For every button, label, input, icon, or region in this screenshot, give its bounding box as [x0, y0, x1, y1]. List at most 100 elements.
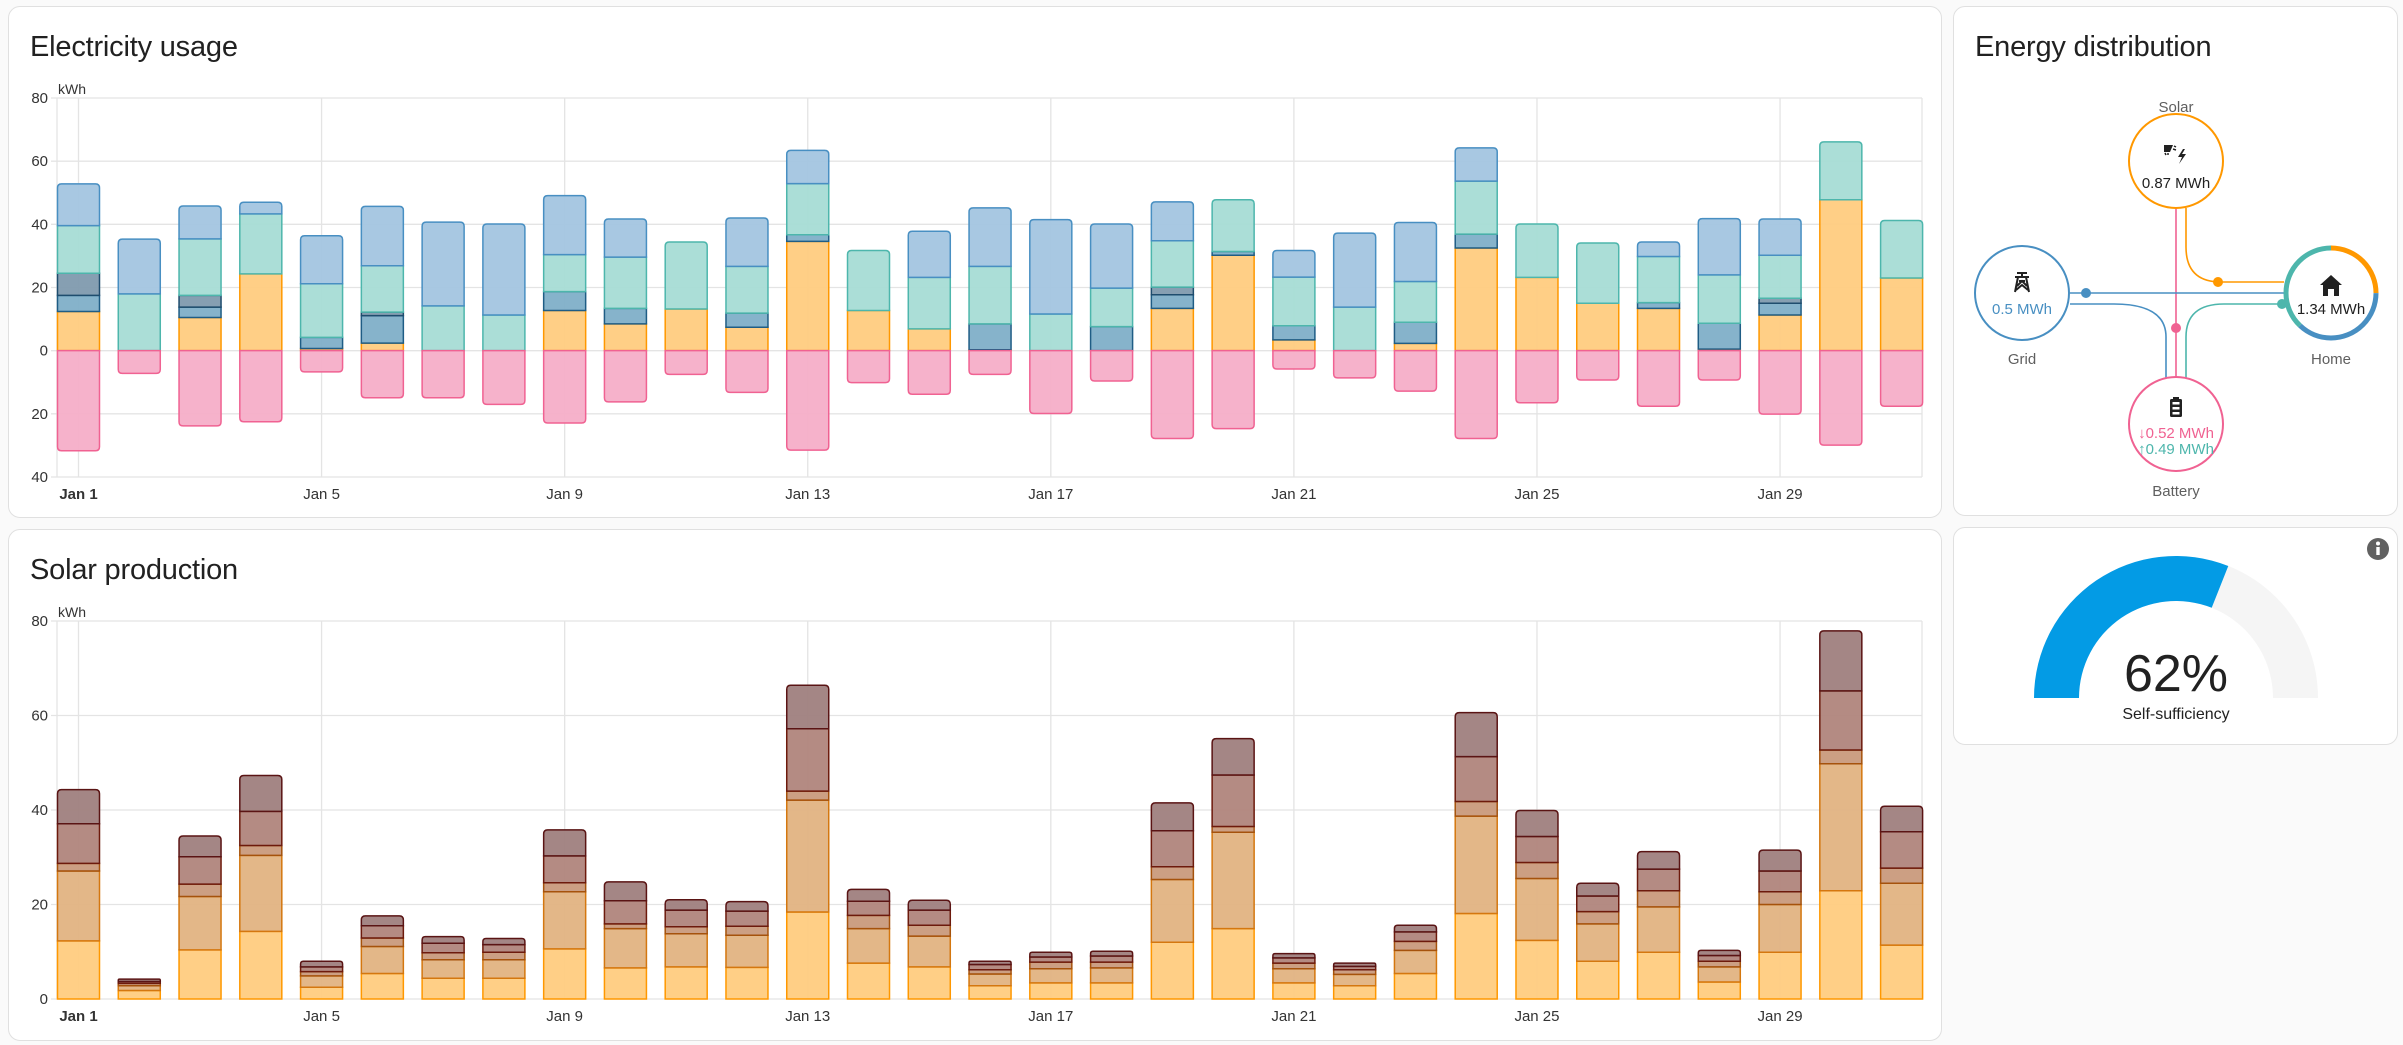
- bar-segment-solar[interactable]: [846, 309, 891, 352]
- bar-segment-charged-to-battery[interactable]: [1089, 349, 1134, 382]
- bar-segment-grid-tariff-2-[interactable]: [1636, 301, 1681, 310]
- bar-segment-grid-tariff-3-[interactable]: [178, 294, 222, 308]
- bar-segment-array-1[interactable]: [1758, 951, 1802, 1000]
- bar-segment-solar[interactable]: [239, 273, 283, 352]
- bar-group[interactable]: [482, 937, 526, 1000]
- bar-segment-battery[interactable]: [1029, 313, 1073, 352]
- bar-segment-array-2[interactable]: [846, 927, 891, 964]
- bar-group[interactable]: [1332, 962, 1377, 1000]
- bar-segment-array-2[interactable]: [968, 973, 1012, 987]
- bar-group[interactable]: [1393, 924, 1438, 1000]
- bar-segment-array-3[interactable]: [542, 882, 587, 893]
- bar-segment-array-4[interactable]: [907, 909, 952, 927]
- bar-segment-battery[interactable]: [1697, 274, 1742, 324]
- bar-segment-battery[interactable]: [603, 256, 648, 310]
- bar-segment-grid-tariff-2-[interactable]: [542, 290, 587, 312]
- bar-segment-charged-to-battery[interactable]: [56, 349, 101, 452]
- bar-segment-array-1[interactable]: [239, 930, 283, 1000]
- bar-segment-charged-to-battery[interactable]: [1758, 349, 1802, 415]
- bar-segment-array-1[interactable]: [907, 966, 952, 1000]
- bar-segment-array-2[interactable]: [1454, 815, 1498, 915]
- bar-segment-array-2[interactable]: [360, 945, 405, 975]
- bar-segment-solar[interactable]: [1515, 276, 1559, 352]
- bar-segment-array-3[interactable]: [1089, 961, 1134, 969]
- bar-segment-array-2[interactable]: [421, 959, 465, 979]
- bar-segment-array-3[interactable]: [1576, 910, 1620, 925]
- electricity-usage-chart[interactable]: kWh 80 60 40 20 0 20 40 Jan 1 Jan 5 Jan 9 Jan 13 Jan…: [9, 7, 1943, 519]
- bar-segment-charged-to-battery[interactable]: [664, 349, 708, 376]
- bar-segment-array-1[interactable]: [664, 966, 708, 1000]
- bar-segment-charged-to-battery[interactable]: [360, 349, 405, 399]
- bar-segment-battery[interactable]: [1758, 254, 1802, 299]
- bar-segment-array-3[interactable]: [1515, 861, 1559, 880]
- bar-group[interactable]: [1758, 849, 1802, 1000]
- bar-segment-charged-to-battery[interactable]: [1029, 349, 1073, 415]
- bar-group[interactable]: [725, 217, 769, 394]
- bar-group[interactable]: [1576, 242, 1620, 381]
- bar-segment-grid[interactable]: [56, 183, 101, 227]
- bar-segment-array-2[interactable]: [1029, 968, 1073, 984]
- bar-segment-array-1[interactable]: [56, 940, 101, 1000]
- bar-segment-solar[interactable]: [1150, 307, 1195, 352]
- bar-segment-grid-tariff-2-[interactable]: [299, 336, 344, 350]
- bar-segment-grid[interactable]: [299, 234, 344, 285]
- bar-segment-grid[interactable]: [482, 223, 526, 316]
- bar-segment-array-5[interactable]: [56, 788, 101, 825]
- bar-segment-array-4[interactable]: [1636, 868, 1681, 892]
- bar-segment-grid[interactable]: [1029, 218, 1073, 315]
- bar-segment-array-5[interactable]: [1515, 809, 1559, 838]
- bar-segment-grid[interactable]: [785, 149, 830, 185]
- bar-segment-array-1[interactable]: [1879, 944, 1924, 1000]
- bar-group[interactable]: [725, 900, 769, 1000]
- bar-segment-battery[interactable]: [178, 238, 222, 297]
- bar-group[interactable]: [846, 249, 891, 384]
- bar-segment-grid[interactable]: [117, 238, 162, 295]
- bar-group[interactable]: [421, 935, 465, 1000]
- bar-group[interactable]: [785, 684, 830, 1000]
- bar-segment-array-3[interactable]: [664, 925, 708, 935]
- bar-group[interactable]: [239, 201, 283, 423]
- bar-segment-array-2[interactable]: [1272, 968, 1316, 984]
- bar-segment-array-4[interactable]: [1879, 830, 1924, 869]
- bar-segment-array-5[interactable]: [360, 915, 405, 927]
- bar-segment-array-4[interactable]: [1393, 931, 1438, 943]
- bar-group[interactable]: [1150, 802, 1195, 1000]
- bar-segment-array-5[interactable]: [1029, 951, 1073, 958]
- bar-segment-solar[interactable]: [542, 309, 587, 352]
- solar-node[interactable]: Solar 0.87 MWh: [2128, 99, 2224, 209]
- bar-segment-array-2[interactable]: [239, 854, 283, 933]
- bar-segment-array-5[interactable]: [542, 829, 587, 857]
- bar-group[interactable]: [360, 915, 405, 1000]
- bar-segment-array-1[interactable]: [299, 986, 344, 1000]
- bar-segment-array-1[interactable]: [421, 977, 465, 1000]
- bar-segment-array-3[interactable]: [1697, 960, 1742, 968]
- bar-segment-array-5[interactable]: [239, 774, 283, 813]
- bar-segment-array-5[interactable]: [1393, 924, 1438, 933]
- bar-segment-array-4[interactable]: [1211, 774, 1255, 828]
- bar-segment-charged-to-battery[interactable]: [1515, 349, 1559, 404]
- bar-segment-charged-to-battery[interactable]: [1272, 349, 1316, 370]
- bar-segment-array-3[interactable]: [1272, 962, 1316, 970]
- bar-segment-array-4[interactable]: [603, 899, 648, 925]
- bar-segment-array-5[interactable]: [1332, 962, 1377, 968]
- bar-segment-battery[interactable]: [482, 314, 526, 352]
- bar-segment-battery[interactable]: [968, 265, 1012, 325]
- bar-segment-array-5[interactable]: [785, 684, 830, 730]
- bar-segment-array-1[interactable]: [542, 948, 587, 1000]
- bar-segment-array-2[interactable]: [482, 959, 526, 979]
- bar-segment-array-1[interactable]: [603, 967, 648, 1000]
- bar-segment-grid[interactable]: [907, 230, 952, 279]
- bar-segment-array-1[interactable]: [1697, 981, 1742, 1000]
- bar-group[interactable]: [1393, 221, 1438, 392]
- bar-segment-charged-to-battery[interactable]: [1576, 349, 1620, 381]
- bar-segment-array-2[interactable]: [1211, 831, 1255, 930]
- bar-segment-array-1[interactable]: [725, 966, 769, 1000]
- bar-group[interactable]: [1332, 232, 1377, 379]
- bar-segment-charged-to-battery[interactable]: [178, 349, 222, 427]
- bar-segment-charged-to-battery[interactable]: [1697, 349, 1742, 381]
- bar-segment-charged-to-battery[interactable]: [968, 349, 1012, 376]
- bar-segment-array-2[interactable]: [56, 870, 101, 942]
- bar-segment-array-5[interactable]: [664, 899, 708, 911]
- bar-segment-battery[interactable]: [1879, 219, 1924, 279]
- bar-segment-array-2[interactable]: [299, 975, 344, 988]
